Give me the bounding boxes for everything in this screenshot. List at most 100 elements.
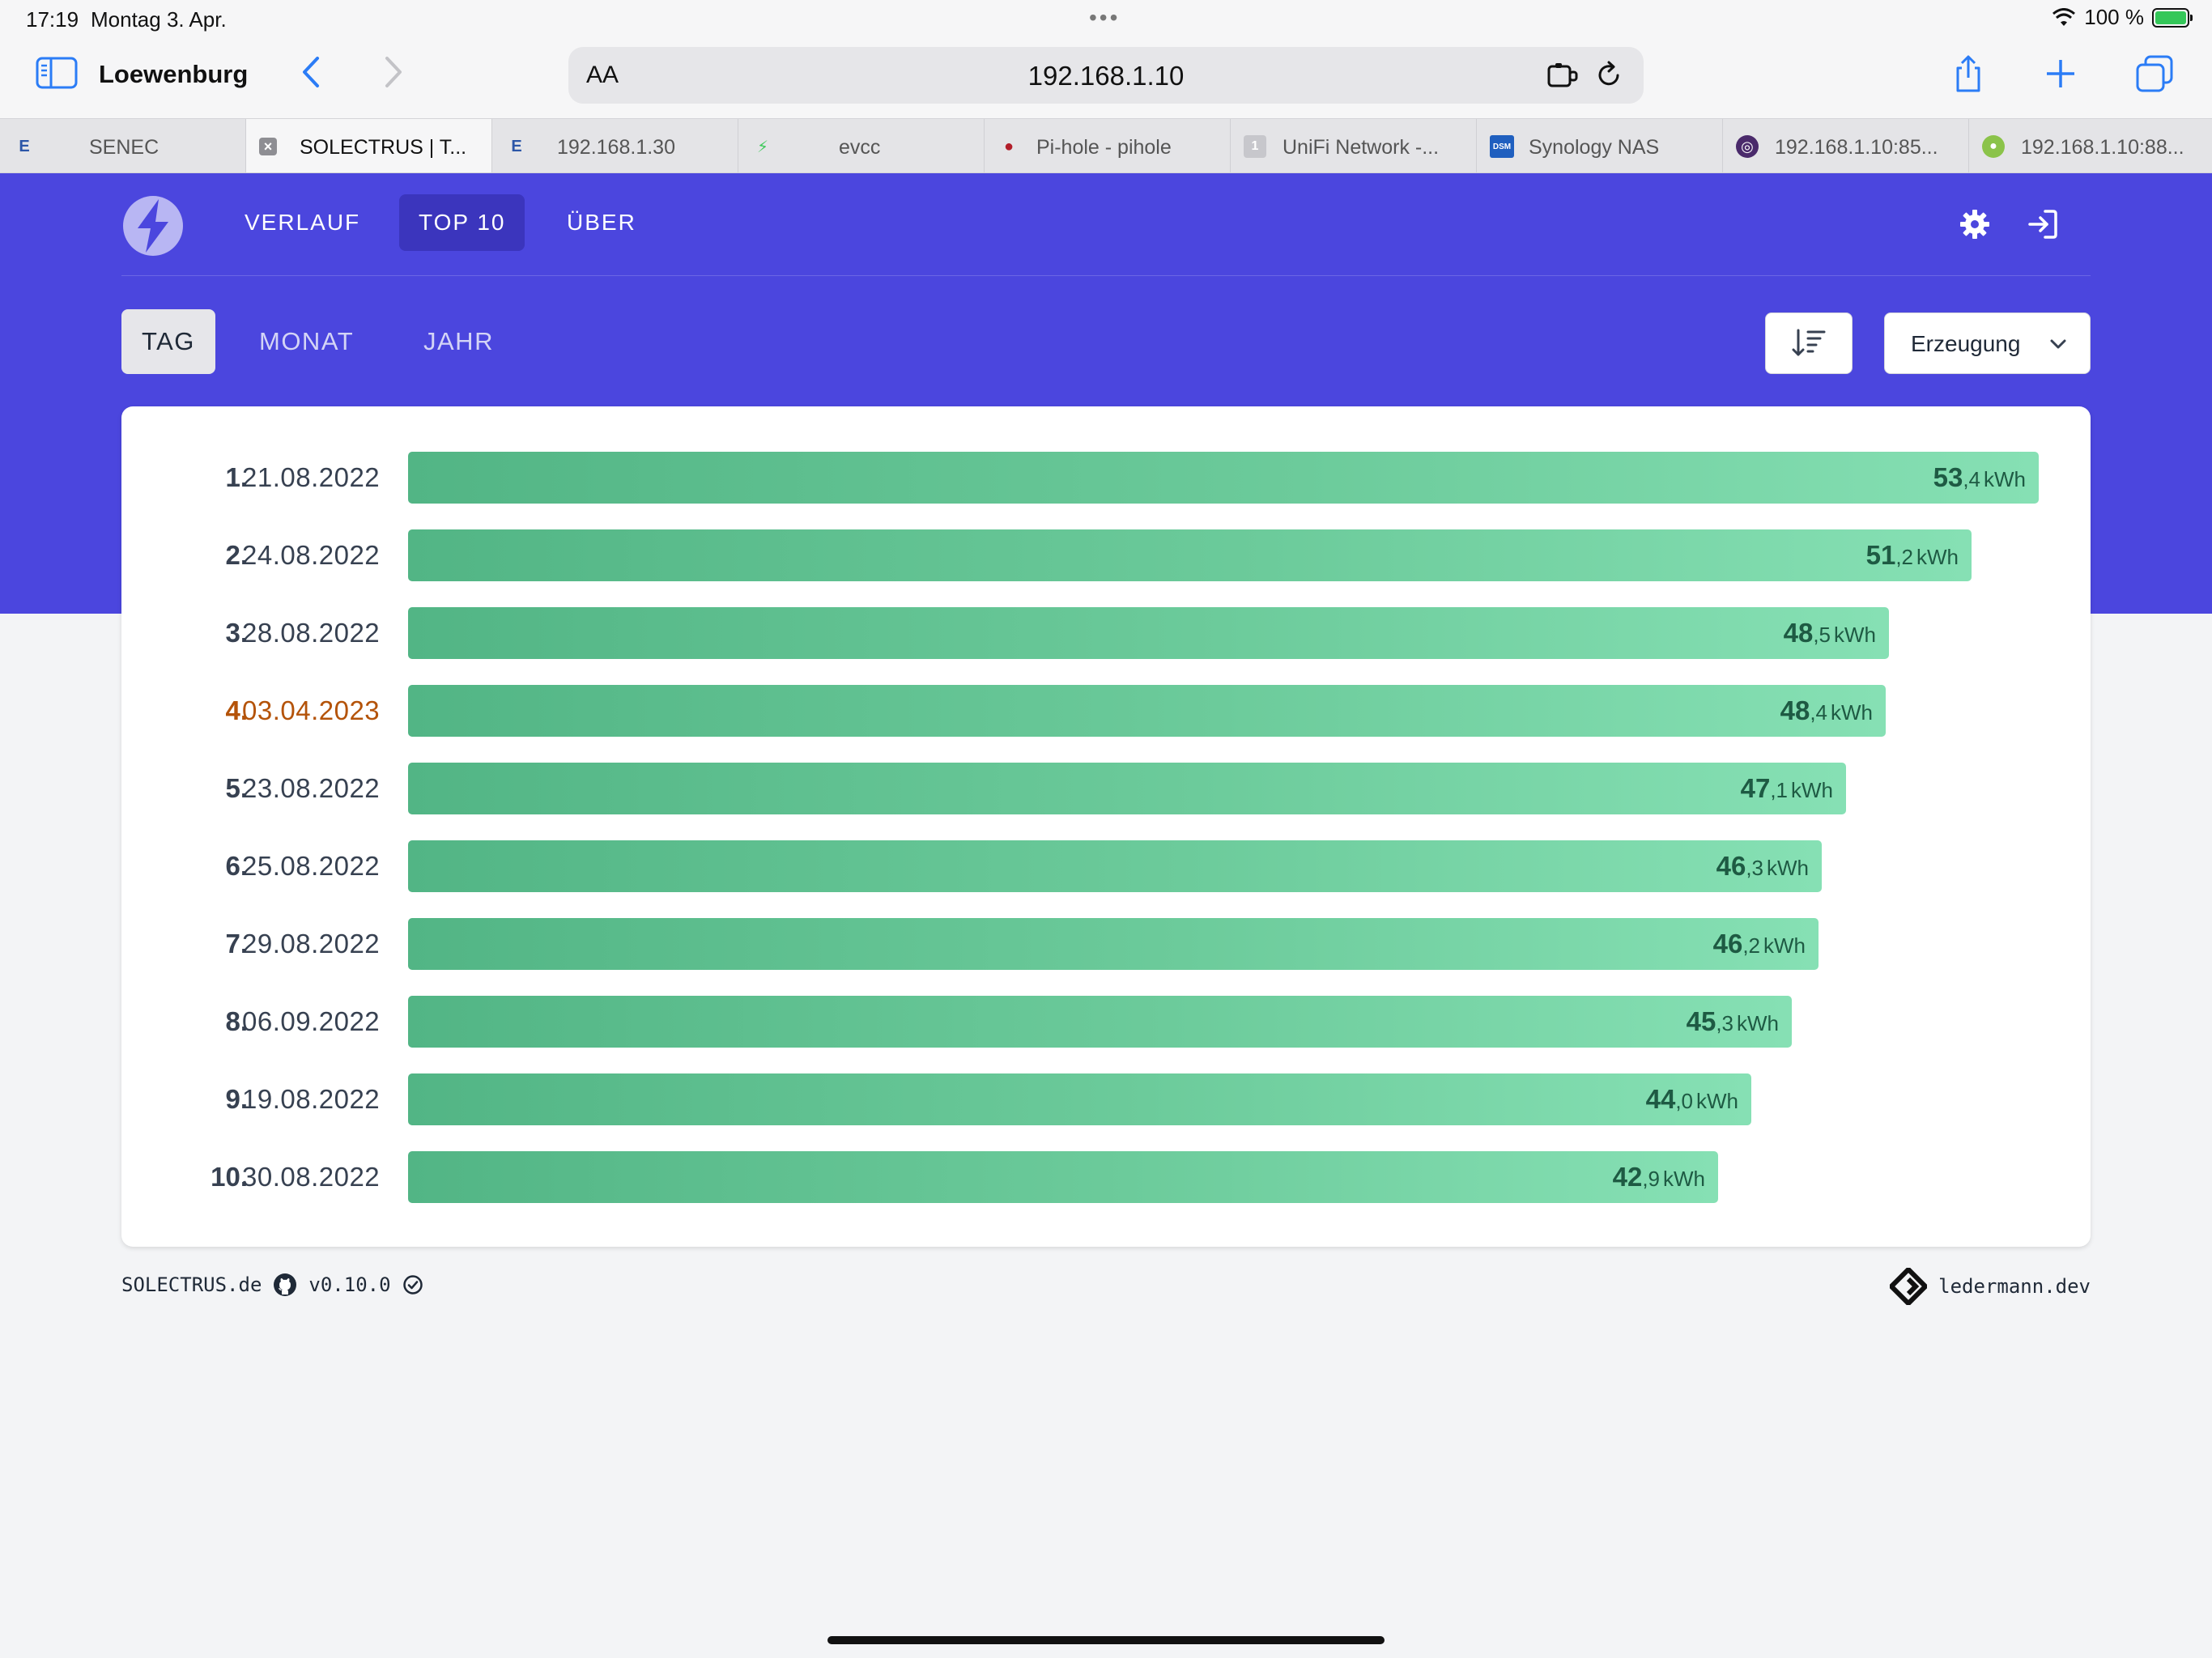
ranking-date[interactable]: 28.08.2022 <box>242 618 380 648</box>
ranking-date[interactable]: 06.09.2022 <box>242 1006 380 1037</box>
value-fraction: ,5 <box>1813 623 1831 647</box>
ranking-date[interactable]: 19.08.2022 <box>242 1084 380 1115</box>
tab-evcc[interactable]: ⚡ evcc <box>738 119 985 172</box>
value-fraction: ,1 <box>1770 778 1788 802</box>
login-icon[interactable] <box>2026 207 2060 241</box>
ledermann-logo-icon[interactable] <box>1890 1268 1927 1305</box>
tab-group-title[interactable]: Loewenburg <box>99 60 248 89</box>
ranking-value: 46,3 kWh <box>1716 851 1809 882</box>
address-url[interactable]: 192.168.1.10 <box>568 61 1644 91</box>
ranking-row: 4. 03.04.2023 48,4 kWh <box>121 685 2091 737</box>
footer-left: SOLECTRUS.de v0.10.0 <box>121 1273 423 1297</box>
ranking-date[interactable]: 30.08.2022 <box>242 1162 380 1192</box>
github-icon[interactable] <box>273 1273 297 1297</box>
sort-order-button[interactable] <box>1765 312 1853 374</box>
footer-site-link[interactable]: SOLECTRUS.de <box>121 1273 262 1296</box>
sort-descending-icon <box>1792 327 1827 359</box>
share-icon[interactable] <box>1948 53 1989 94</box>
ranking-date[interactable]: 24.08.2022 <box>242 540 380 571</box>
sidebar-toggle-icon[interactable] <box>36 57 78 89</box>
ranking-date[interactable]: 25.08.2022 <box>242 851 380 882</box>
battery-icon <box>2152 8 2189 28</box>
ranking-position: 9. <box>154 1084 248 1115</box>
nav-top10[interactable]: TOP 10 <box>399 194 525 251</box>
tab-192-168-1-10-85[interactable]: ◎ 192.168.1.10:85... <box>1723 119 1969 172</box>
reload-icon[interactable] <box>1593 60 1624 91</box>
dsm-favicon-icon: DSM <box>1490 135 1514 158</box>
period-monat[interactable]: MONAT <box>239 309 374 374</box>
ranking-bar: 47,1 kWh <box>408 763 1846 814</box>
ranking-date[interactable]: 29.08.2022 <box>242 929 380 959</box>
forward-chevron-icon[interactable] <box>379 52 408 92</box>
value-fraction: ,4 <box>1810 700 1827 725</box>
period-jahr[interactable]: JAHR <box>403 309 514 374</box>
tab-192-168-1-30[interactable]: E 192.168.1.30 <box>492 119 738 172</box>
value-integer: 48 <box>1784 618 1814 648</box>
tab-solectrus[interactable]: × SOLECTRUS | T... <box>246 119 492 172</box>
unifi-favicon-icon: 1 <box>1244 135 1266 158</box>
ranking-row: 9. 19.08.2022 44,0 kWh <box>121 1073 2091 1125</box>
ranking-bar: 48,4 kWh <box>408 685 1886 737</box>
ranking-value: 45,3 kWh <box>1687 1006 1779 1037</box>
tab-label: UniFi Network -... <box>1283 136 1468 159</box>
ranking-value: 46,2 kWh <box>1713 929 1806 959</box>
tab-synology[interactable]: DSM Synology NAS <box>1477 119 1723 172</box>
ranking-date[interactable]: 03.04.2023 <box>242 695 380 726</box>
ranking-value: 47,1 kWh <box>1741 773 1833 804</box>
ranking-position: 2. <box>154 540 248 571</box>
tab-pihole[interactable]: ● Pi-hole - pihole <box>985 119 1231 172</box>
gear-icon[interactable] <box>1959 209 1990 240</box>
value-unit: kWh <box>1984 467 2026 491</box>
ranking-row: 1. 21.08.2022 53,4 kWh <box>121 452 2091 504</box>
ranking-position: 4. <box>154 695 248 726</box>
home-indicator[interactable] <box>827 1636 1385 1644</box>
browser-tab-strip: E SENEC × SOLECTRUS | T... E 192.168.1.3… <box>0 118 2212 173</box>
multitasking-dots-icon[interactable]: ••• <box>1089 5 1120 31</box>
tab-unifi[interactable]: 1 UniFi Network -... <box>1231 119 1477 172</box>
ranking-bar: 53,4 kWh <box>408 452 2039 504</box>
battery-percent: 100 % <box>2084 5 2144 30</box>
footer-credit-link[interactable]: ledermann.dev <box>1938 1275 2091 1298</box>
metric-select-value: Erzeugung <box>1911 331 2020 357</box>
senec-favicon-icon: E <box>505 135 528 158</box>
senec-favicon-icon: E <box>13 135 36 158</box>
extension-icon[interactable] <box>1546 62 1579 91</box>
status-time: 17:19 <box>26 7 79 32</box>
address-bar[interactable]: AA 192.168.1.10 <box>568 47 1644 104</box>
ranking-value: 51,2 kWh <box>1866 540 1959 571</box>
ranking-bar: 48,5 kWh <box>408 607 1889 659</box>
ranking-bar: 46,3 kWh <box>408 840 1822 892</box>
tab-overview-icon[interactable] <box>2134 53 2175 94</box>
ranking-date[interactable]: 23.08.2022 <box>242 773 380 804</box>
tab-label: Pi-hole - pihole <box>1036 136 1222 159</box>
nav-ueber[interactable]: ÜBER <box>547 194 656 251</box>
tab-label: Synology NAS <box>1529 136 1714 159</box>
close-tab-icon[interactable]: × <box>259 138 277 155</box>
value-integer: 48 <box>1780 695 1810 725</box>
back-chevron-icon[interactable] <box>296 52 325 92</box>
tab-192-168-1-10-88[interactable]: ● 192.168.1.10:88... <box>1969 119 2212 172</box>
raspberry-favicon-icon: ● <box>998 135 1020 158</box>
tab-label: evcc <box>839 136 976 159</box>
top10-card: 1. 21.08.2022 53,4 kWh 2. 24.08.2022 51,2 kWh 3.… <box>121 406 2091 1247</box>
value-fraction: ,3 <box>1716 1011 1733 1035</box>
new-tab-plus-icon[interactable] <box>2040 53 2081 94</box>
ranking-position: 1. <box>154 462 248 493</box>
ranking-bar: 44,0 kWh <box>408 1073 1751 1125</box>
solectrus-logo-icon[interactable] <box>121 194 185 257</box>
nav-verlauf[interactable]: VERLAUF <box>225 194 380 251</box>
value-integer: 42 <box>1613 1162 1643 1192</box>
value-unit: kWh <box>1737 1011 1779 1035</box>
status-right: 100 % <box>2052 5 2189 30</box>
metric-select[interactable]: Erzeugung <box>1884 312 2091 374</box>
value-fraction: ,2 <box>1895 545 1913 569</box>
status-date: Montag 3. Apr. <box>91 7 227 32</box>
tab-senec[interactable]: E SENEC <box>0 119 246 172</box>
value-integer: 47 <box>1741 773 1771 803</box>
ranking-row: 3. 28.08.2022 48,5 kWh <box>121 607 2091 659</box>
ranking-date[interactable]: 21.08.2022 <box>242 462 380 493</box>
value-unit: kWh <box>1663 1167 1705 1191</box>
footer-version[interactable]: v0.10.0 <box>308 1273 390 1296</box>
period-tag[interactable]: TAG <box>121 309 215 374</box>
ranking-position: 6. <box>154 851 248 882</box>
